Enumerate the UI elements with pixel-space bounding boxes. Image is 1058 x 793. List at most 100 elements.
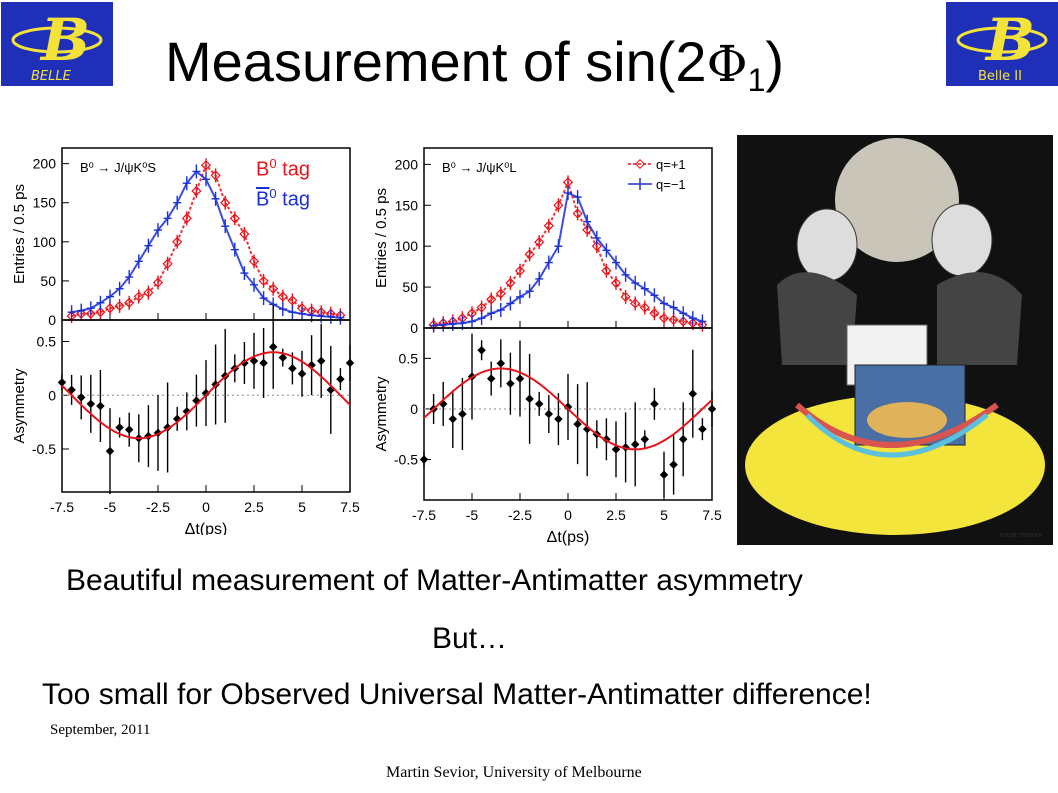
right-bottom-data-point [630, 440, 640, 449]
b0-tag-red: B0 tag [256, 156, 310, 181]
right-bottom-data-point [669, 460, 678, 469]
right-bottom-xtick-label: -5 [466, 507, 479, 523]
left-bottom-data-point [124, 425, 134, 434]
left-bottom-data-point [182, 407, 192, 416]
left-top-data-point [296, 303, 308, 314]
right-bottom-fit-curve [423, 367, 713, 451]
left-bottom-data-point [86, 399, 96, 409]
belle-logo-text: BELLE [31, 69, 72, 84]
left-top-data-point [306, 305, 317, 316]
right-bottom-ytick-label: -0.5 [394, 452, 418, 468]
right-bottom-data-point [659, 470, 669, 479]
right-top-frame [423, 147, 713, 329]
left-bottom-data-point [76, 393, 86, 402]
right-top-data-point [649, 308, 660, 319]
left-bottom-xtick-label: -7.5 [50, 499, 74, 515]
right-bottom-data-point [544, 409, 554, 419]
right-bottom-data-point [448, 414, 458, 424]
left-bottom-data-point [336, 374, 345, 384]
right-bottom-data-point [419, 455, 429, 464]
left-top-data-point [258, 275, 269, 287]
page-title: Measurement of sin(2Φ1) [165, 30, 784, 112]
left-top-data-point [66, 310, 77, 322]
left-bottom-data-point [105, 446, 115, 456]
right-bottom-data-point [707, 404, 717, 414]
left-top-data-point [191, 185, 202, 197]
left-top-data-point [316, 307, 327, 318]
svg-text:B: B [984, 6, 1035, 74]
left-top-data-point [220, 197, 231, 208]
right-top-data-point [553, 200, 564, 211]
left-top-data-point [85, 308, 96, 319]
left-bottom-data-point [345, 358, 355, 368]
left-bottom-fit-curve [61, 351, 351, 440]
left-plot: 0 50 100 150 200 Entries / 0.5 ps -0.5 0 0.5 Asym… [0, 140, 360, 538]
footer-author: Martin Sevior, University of Melbourne [386, 764, 642, 781]
right-bottom-data-point [650, 399, 659, 409]
belle-logo: B BELLE [1, 2, 113, 86]
left-process-label: B⁰ → J/ψK⁰S [80, 160, 156, 175]
belle2-logo: B Belle II [946, 2, 1058, 86]
left-bottom-ytick-label: -0.5 [32, 441, 56, 457]
right-top-data-point [687, 317, 698, 329]
left-top-ytick-label: 150 [33, 195, 57, 211]
right-bottom-data-point [573, 419, 582, 429]
right-top-data-point [582, 224, 593, 235]
right-bottom-data-point [496, 359, 506, 368]
text-line-3: Too small for Observed Universal Matter-… [42, 678, 872, 711]
left-bottom-data-point [57, 378, 67, 387]
left-bottom-xlabel: Δt(ps) [185, 521, 228, 535]
right-top-data-point [630, 298, 641, 309]
left-top-data-point [277, 291, 288, 302]
left-top-ytick-label: 100 [33, 234, 57, 250]
right-top-series-line [433, 191, 703, 327]
left-top-data-point [200, 160, 212, 171]
b0bar-tag-blue: B0 tag [256, 186, 310, 211]
right-bottom-xtick-label: -2.5 [508, 507, 532, 523]
left-bottom-data-point [288, 364, 297, 373]
title-subscript: 1 [747, 62, 766, 98]
left-top-data-point [287, 295, 298, 306]
right-top-data-point [534, 236, 545, 248]
nobel-cartoon-image: ©2008 STUDIO R [737, 135, 1053, 545]
right-top-data-point [524, 249, 535, 260]
left-top-ytick-label: 50 [40, 273, 56, 289]
cartoon-graphic: ©2008 STUDIO R [737, 135, 1053, 545]
belle2-logo-graphic: B Belle II [946, 2, 1058, 86]
right-top-ytick-label: 150 [395, 197, 419, 213]
right-top-data-point [457, 313, 468, 324]
left-top-data-point [95, 307, 106, 318]
left-bottom-data-point [249, 356, 259, 366]
date-label: September, 2011 [50, 722, 151, 738]
cartoon-caption: ©2008 STUDIO R [999, 532, 1043, 539]
right-bottom-xtick-label: 7.5 [702, 507, 722, 523]
left-top-data-point [210, 170, 221, 181]
right-bottom-ytick-label: 0 [410, 401, 418, 417]
left-top-data-point [133, 291, 144, 302]
right-top-data-point [514, 265, 526, 276]
legend-label-q-minus: q=−1 [656, 177, 686, 192]
right-bottom-data-point [563, 402, 573, 412]
left-top-data-point [152, 277, 164, 288]
right-top-data-point [601, 265, 612, 276]
right-top-ytick-label: 0 [410, 320, 418, 336]
right-top-data-point [591, 241, 602, 252]
left-bottom-xtick-label: -2.5 [146, 499, 170, 515]
text-line-2: But… [432, 622, 508, 655]
svg-text:B: B [39, 6, 90, 74]
right-bottom-data-point [477, 346, 486, 355]
right-top-ylabel: Entries / 0.5 ps [373, 188, 390, 288]
title-suffix: ) [765, 30, 785, 93]
legend-label-q-plus: q=+1 [656, 157, 686, 172]
left-top-data-point [143, 287, 154, 298]
left-top-data-point [162, 258, 173, 269]
right-bottom-data-point [515, 374, 525, 383]
left-bottom-data-point [201, 388, 211, 398]
right-bottom-data-point [688, 389, 698, 399]
right-top-data-point [572, 208, 583, 219]
right-top-data-point [610, 277, 622, 289]
left-top-data-point [124, 297, 135, 308]
right-bottom-data-point [611, 445, 621, 454]
